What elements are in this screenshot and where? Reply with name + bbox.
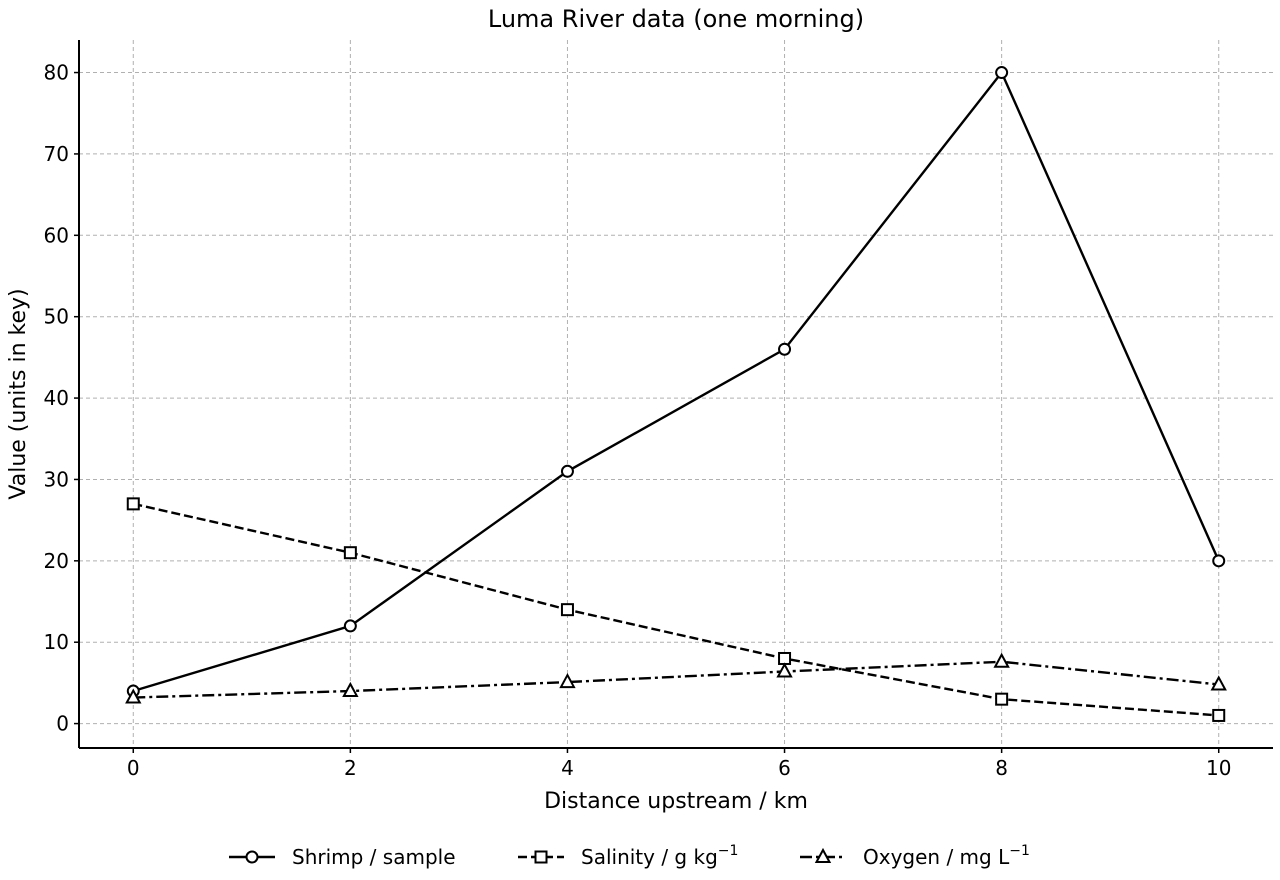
x-axis-title: Distance upstream / km: [544, 789, 808, 814]
x-tick-label: 0: [127, 756, 140, 780]
data-point: [1210, 675, 1227, 691]
series-layer: [125, 66, 1227, 722]
data-point: [993, 652, 1010, 668]
y-tick-label: 60: [44, 223, 69, 247]
series-2: [126, 497, 1226, 722]
series-line: [133, 502, 1219, 717]
y-ticks: 0 10 20 30 40 50 60 70 80: [44, 61, 79, 736]
data-point: [778, 342, 792, 356]
legend-item: Oxygen / mg L−1: [800, 843, 1030, 869]
data-point: [342, 681, 359, 698]
data-point: [126, 497, 140, 511]
x-ticks: 0 2 4 6 8 10: [127, 748, 1231, 780]
legend: Shrimp / sample Salinity / g kg−1 Oxygen /…: [229, 843, 1030, 869]
data-point: [778, 651, 792, 665]
y-tick-label: 30: [44, 467, 69, 491]
legend-item: Salinity / g kg−1: [518, 843, 738, 869]
data-point: [560, 464, 574, 478]
data-point: [1212, 708, 1226, 722]
data-point: [995, 692, 1009, 706]
y-tick-label: 40: [44, 386, 69, 410]
y-tick-label: 80: [44, 61, 69, 85]
data-point: [125, 688, 142, 704]
data-point: [1212, 554, 1226, 568]
x-tick-label: 2: [344, 756, 357, 780]
x-tick-label: 8: [995, 756, 1008, 780]
legend-label-superscript: −1: [718, 843, 739, 859]
data-point: [995, 66, 1009, 80]
legend-marker: [534, 850, 548, 864]
y-tick-label: 10: [44, 630, 69, 654]
y-axis-title: Value (units in key): [6, 288, 31, 499]
y-tick-label: 0: [56, 712, 69, 736]
axes: [78, 40, 1273, 749]
data-point: [560, 603, 574, 617]
x-tick-label: 4: [561, 756, 574, 780]
y-tick-label: 70: [44, 142, 69, 166]
series-3: [125, 652, 1227, 704]
x-tick-label: 6: [778, 756, 791, 780]
data-point: [343, 619, 357, 633]
y-tick-label: 20: [44, 549, 69, 573]
legend-marker: [245, 850, 259, 864]
data-point: [343, 546, 357, 560]
series-1: [126, 66, 1226, 698]
y-tick-label: 50: [44, 305, 69, 329]
legend-label-superscript: −1: [1009, 843, 1030, 859]
data-point: [776, 662, 793, 678]
legend-item: Shrimp / sample: [229, 845, 456, 869]
legend-label: Oxygen / mg L−1: [863, 843, 1030, 869]
x-tick-label: 10: [1206, 756, 1231, 780]
data-point: [559, 672, 576, 689]
legend-label: Salinity / g kg−1: [581, 843, 738, 869]
legend-marker: [814, 847, 832, 863]
legend-label: Shrimp / sample: [292, 845, 456, 869]
series-line: [133, 660, 1219, 699]
series-line: [132, 70, 1220, 693]
grid: [79, 40, 1273, 748]
chart-title: Luma River data (one morning): [488, 5, 864, 33]
